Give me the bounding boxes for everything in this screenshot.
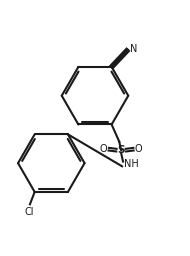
Text: S: S xyxy=(117,145,125,155)
Text: O: O xyxy=(100,144,108,154)
Text: NH: NH xyxy=(124,159,139,169)
Text: O: O xyxy=(135,144,142,154)
Text: Cl: Cl xyxy=(24,207,34,217)
Text: N: N xyxy=(130,44,137,54)
